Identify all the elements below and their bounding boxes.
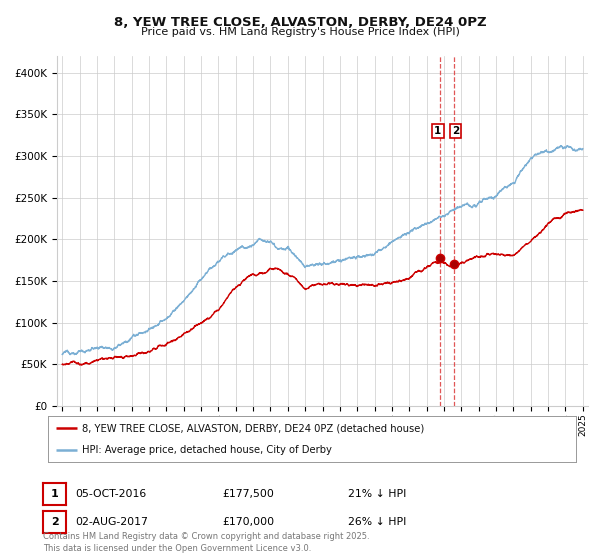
Text: £177,500: £177,500 — [222, 489, 274, 499]
Text: 2: 2 — [51, 517, 58, 527]
Text: 8, YEW TREE CLOSE, ALVASTON, DERBY, DE24 0PZ: 8, YEW TREE CLOSE, ALVASTON, DERBY, DE24… — [113, 16, 487, 29]
Text: 2: 2 — [452, 126, 460, 136]
Text: 1: 1 — [434, 126, 442, 136]
Text: HPI: Average price, detached house, City of Derby: HPI: Average price, detached house, City… — [82, 445, 332, 455]
Text: 1: 1 — [51, 489, 58, 499]
Text: Contains HM Land Registry data © Crown copyright and database right 2025.
This d: Contains HM Land Registry data © Crown c… — [43, 533, 370, 553]
Text: 26% ↓ HPI: 26% ↓ HPI — [348, 517, 406, 527]
Text: £170,000: £170,000 — [222, 517, 274, 527]
Text: 8, YEW TREE CLOSE, ALVASTON, DERBY, DE24 0PZ (detached house): 8, YEW TREE CLOSE, ALVASTON, DERBY, DE24… — [82, 423, 425, 433]
Text: Price paid vs. HM Land Registry's House Price Index (HPI): Price paid vs. HM Land Registry's House … — [140, 27, 460, 37]
Text: 05-OCT-2016: 05-OCT-2016 — [75, 489, 146, 499]
Text: 21% ↓ HPI: 21% ↓ HPI — [348, 489, 406, 499]
Text: 02-AUG-2017: 02-AUG-2017 — [75, 517, 148, 527]
